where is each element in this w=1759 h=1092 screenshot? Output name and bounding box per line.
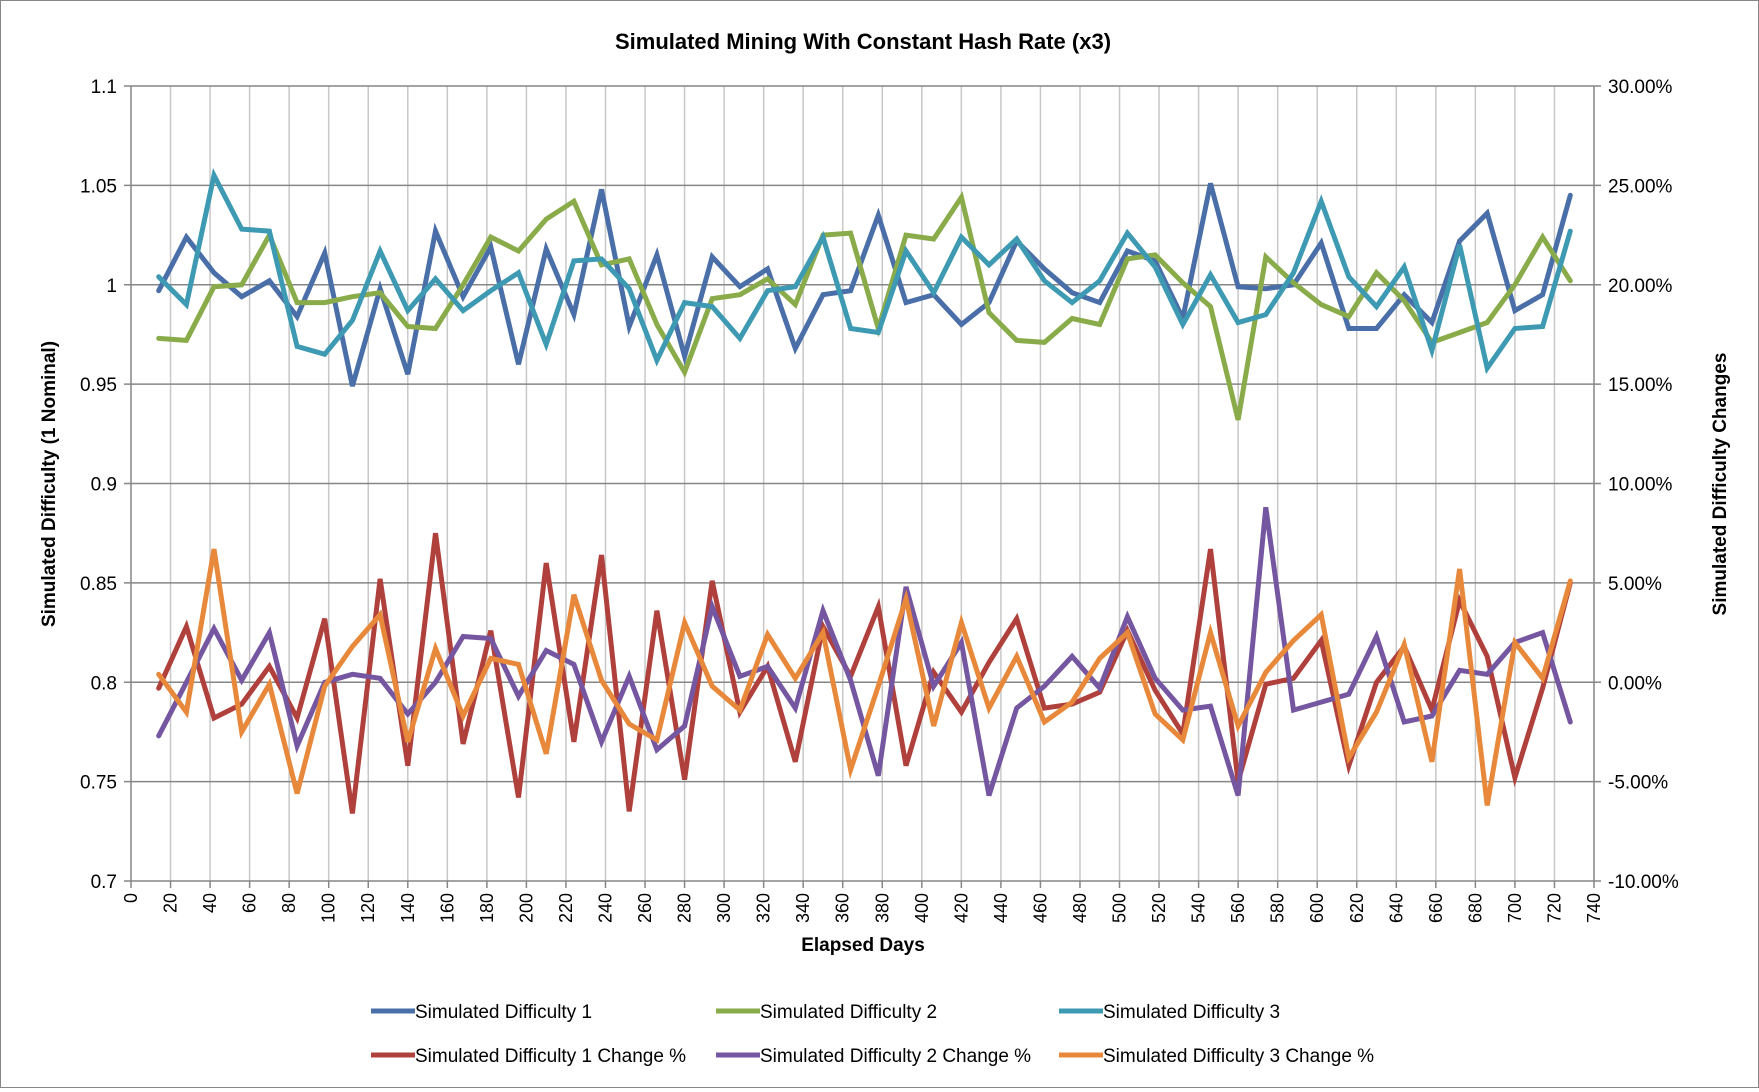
x-tick-label: 520 — [1149, 893, 1169, 923]
x-tick-label: 720 — [1544, 893, 1564, 923]
y-axis-label: Simulated Difficulty (1 Nominal) — [39, 341, 60, 627]
x-tick-label: 180 — [477, 893, 497, 923]
y-tick-label: 0.8 — [91, 673, 117, 694]
y-tick-label: 0.75 — [80, 773, 117, 794]
x-tick-label: 100 — [319, 893, 339, 923]
y2-tick-label: 20.00% — [1608, 276, 1673, 297]
y-tick-label: 1 — [106, 276, 117, 297]
legend-label: Simulated Difficulty 1 Change % — [415, 1046, 686, 1067]
x-tick-label: 620 — [1347, 893, 1367, 923]
x-tick-label: 320 — [754, 893, 774, 923]
series-line-6 — [156, 548, 1573, 806]
y-tick-label: 0.7 — [91, 872, 117, 893]
x-tick-label: 500 — [1110, 893, 1130, 923]
x-tick-label: 0 — [121, 893, 141, 903]
y2-tick-label: 5.00% — [1608, 574, 1662, 595]
x-tick-label: 240 — [595, 893, 615, 923]
x-tick-label: 300 — [714, 893, 734, 923]
y-tick-label: 1.1 — [91, 77, 117, 98]
x-tick-label: 140 — [398, 893, 418, 923]
x-tick-label: 80 — [279, 893, 299, 913]
x-tick-label: 480 — [1070, 893, 1090, 923]
series-line-2 — [156, 191, 1573, 421]
x-tick-label: 400 — [912, 893, 932, 923]
x-tick-label: 380 — [872, 893, 892, 923]
y2-tick-label: -10.00% — [1608, 872, 1679, 893]
x-tick-label: 420 — [951, 893, 971, 923]
y2-tick-label: -5.00% — [1608, 773, 1668, 794]
y-tick-label: 0.85 — [80, 574, 117, 595]
y2-axis-label: Simulated Difficulty Changes — [1710, 353, 1731, 616]
y2-tick-label: 30.00% — [1608, 77, 1673, 98]
x-tick-label: 680 — [1465, 893, 1485, 923]
x-tick-label: 560 — [1228, 893, 1248, 923]
legend-item: Simulated Difficulty 1 — [371, 1002, 592, 1023]
x-tick-label: 160 — [437, 893, 457, 923]
x-tick-label: 740 — [1584, 893, 1604, 923]
x-tick-label: 460 — [1030, 893, 1050, 923]
y-tick-label: 0.9 — [91, 475, 117, 496]
x-tick-label: 120 — [358, 893, 378, 923]
x-tick-label: 60 — [240, 893, 260, 913]
x-tick-label: 220 — [556, 893, 576, 923]
series-line-3 — [156, 168, 1573, 375]
x-tick-label: 340 — [793, 893, 813, 923]
x-tick-label: 200 — [516, 893, 536, 923]
legend-label: Simulated Difficulty 3 — [1103, 1002, 1280, 1023]
y2-tick-label: 25.00% — [1608, 176, 1673, 197]
x-tick-label: 660 — [1426, 893, 1446, 923]
legend-item: Simulated Difficulty 3 Change % — [1059, 1046, 1374, 1067]
legend-item: Simulated Difficulty 3 — [1059, 1002, 1280, 1023]
series-lines — [156, 168, 1573, 814]
x-tick-label: 260 — [635, 893, 655, 923]
x-tick-label: 700 — [1505, 893, 1525, 923]
legend-label: Simulated Difficulty 3 Change % — [1103, 1046, 1374, 1067]
y2-tick-label: 0.00% — [1608, 673, 1662, 694]
legend-label: Simulated Difficulty 1 — [415, 1002, 592, 1023]
legend-item: Simulated Difficulty 2 Change % — [716, 1046, 1031, 1067]
x-tick-label: 640 — [1386, 893, 1406, 923]
legend-item: Simulated Difficulty 2 — [716, 1002, 937, 1023]
x-tick-label: 600 — [1307, 893, 1327, 923]
x-tick-label: 360 — [833, 893, 853, 923]
y-tick-label: 1.05 — [80, 176, 117, 197]
y-tick-label: 0.95 — [80, 375, 117, 396]
y2-tick-label: 15.00% — [1608, 375, 1673, 396]
legend-item: Simulated Difficulty 1 Change % — [371, 1046, 686, 1067]
x-tick-label: 40 — [200, 893, 220, 913]
x-tick-label: 20 — [161, 893, 181, 913]
x-tick-label: 440 — [991, 893, 1011, 923]
series-line-1 — [156, 182, 1573, 387]
y2-tick-label: 10.00% — [1608, 475, 1673, 496]
x-axis-label: Elapsed Days — [801, 935, 925, 956]
x-tick-label: 580 — [1268, 893, 1288, 923]
axes: 0 20 40 60 80 100 120 140 160 180 200 220 240 260 280 3… — [80, 77, 1679, 923]
x-tick-label: 540 — [1189, 893, 1209, 923]
x-tick-label: 280 — [675, 893, 695, 923]
legend-label: Simulated Difficulty 2 — [760, 1002, 937, 1023]
legend: Simulated Difficulty 1 Simulated Difficul… — [371, 1002, 1374, 1067]
legend-label: Simulated Difficulty 2 Change % — [760, 1046, 1031, 1067]
chart-title: Simulated Mining With Constant Hash Rate… — [615, 29, 1111, 54]
